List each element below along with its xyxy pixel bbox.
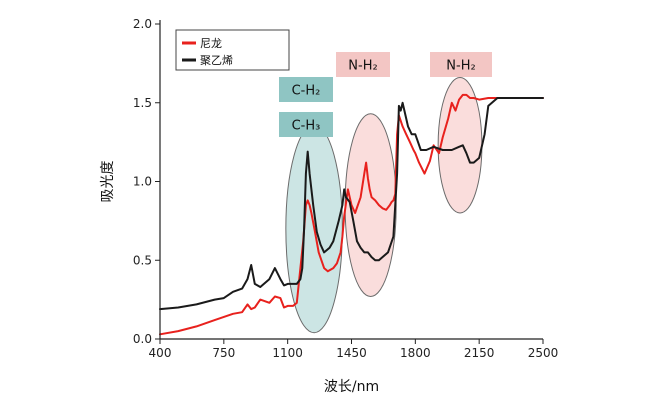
y-ticks: 0.0 0.5 1.0 1.5 2.0 [133,17,160,346]
chart-root: 400 750 1100 1450 1800 2150 2500 0.0 0.5 1.0 1.5 2… [0,0,665,409]
x-tick-label: 1800 [400,346,431,360]
x-ticks: 400 750 1100 1450 1800 2150 2500 [149,339,559,360]
legend: 尼龙 聚乙烯 [176,30,289,70]
y-axis-title: 吸光度 [100,161,116,203]
absorbance-spectrum-chart: 400 750 1100 1450 1800 2150 2500 0.0 0.5 1.0 1.5 2… [0,0,665,409]
annotation-label-nh2a: N-H₂ [348,59,377,74]
legend-label-polyethylene: 聚乙烯 [200,54,233,67]
x-tick-label: 1450 [336,346,367,360]
y-tick-label: 0.5 [133,253,152,267]
legend-label-nylon: 尼龙 [200,37,222,50]
annotation-label-ch2: C-H₂ [292,84,321,99]
x-tick-label: 750 [212,346,235,360]
x-tick-label: 2500 [528,346,559,360]
y-tick-label: 2.0 [133,17,152,31]
x-tick-label: 2150 [464,346,495,360]
x-tick-label: 1100 [272,346,303,360]
y-tick-label: 0.0 [133,332,152,346]
y-tick-label: 1.5 [133,96,152,110]
x-axis-title: 波长/nm [324,379,379,395]
series-layer [160,95,543,334]
y-tick-label: 1.0 [133,175,152,189]
annotation-label-ch3: C-H₃ [292,119,321,134]
annotation-label-nh2b: N-H₂ [446,59,475,74]
x-tick-label: 400 [149,346,172,360]
